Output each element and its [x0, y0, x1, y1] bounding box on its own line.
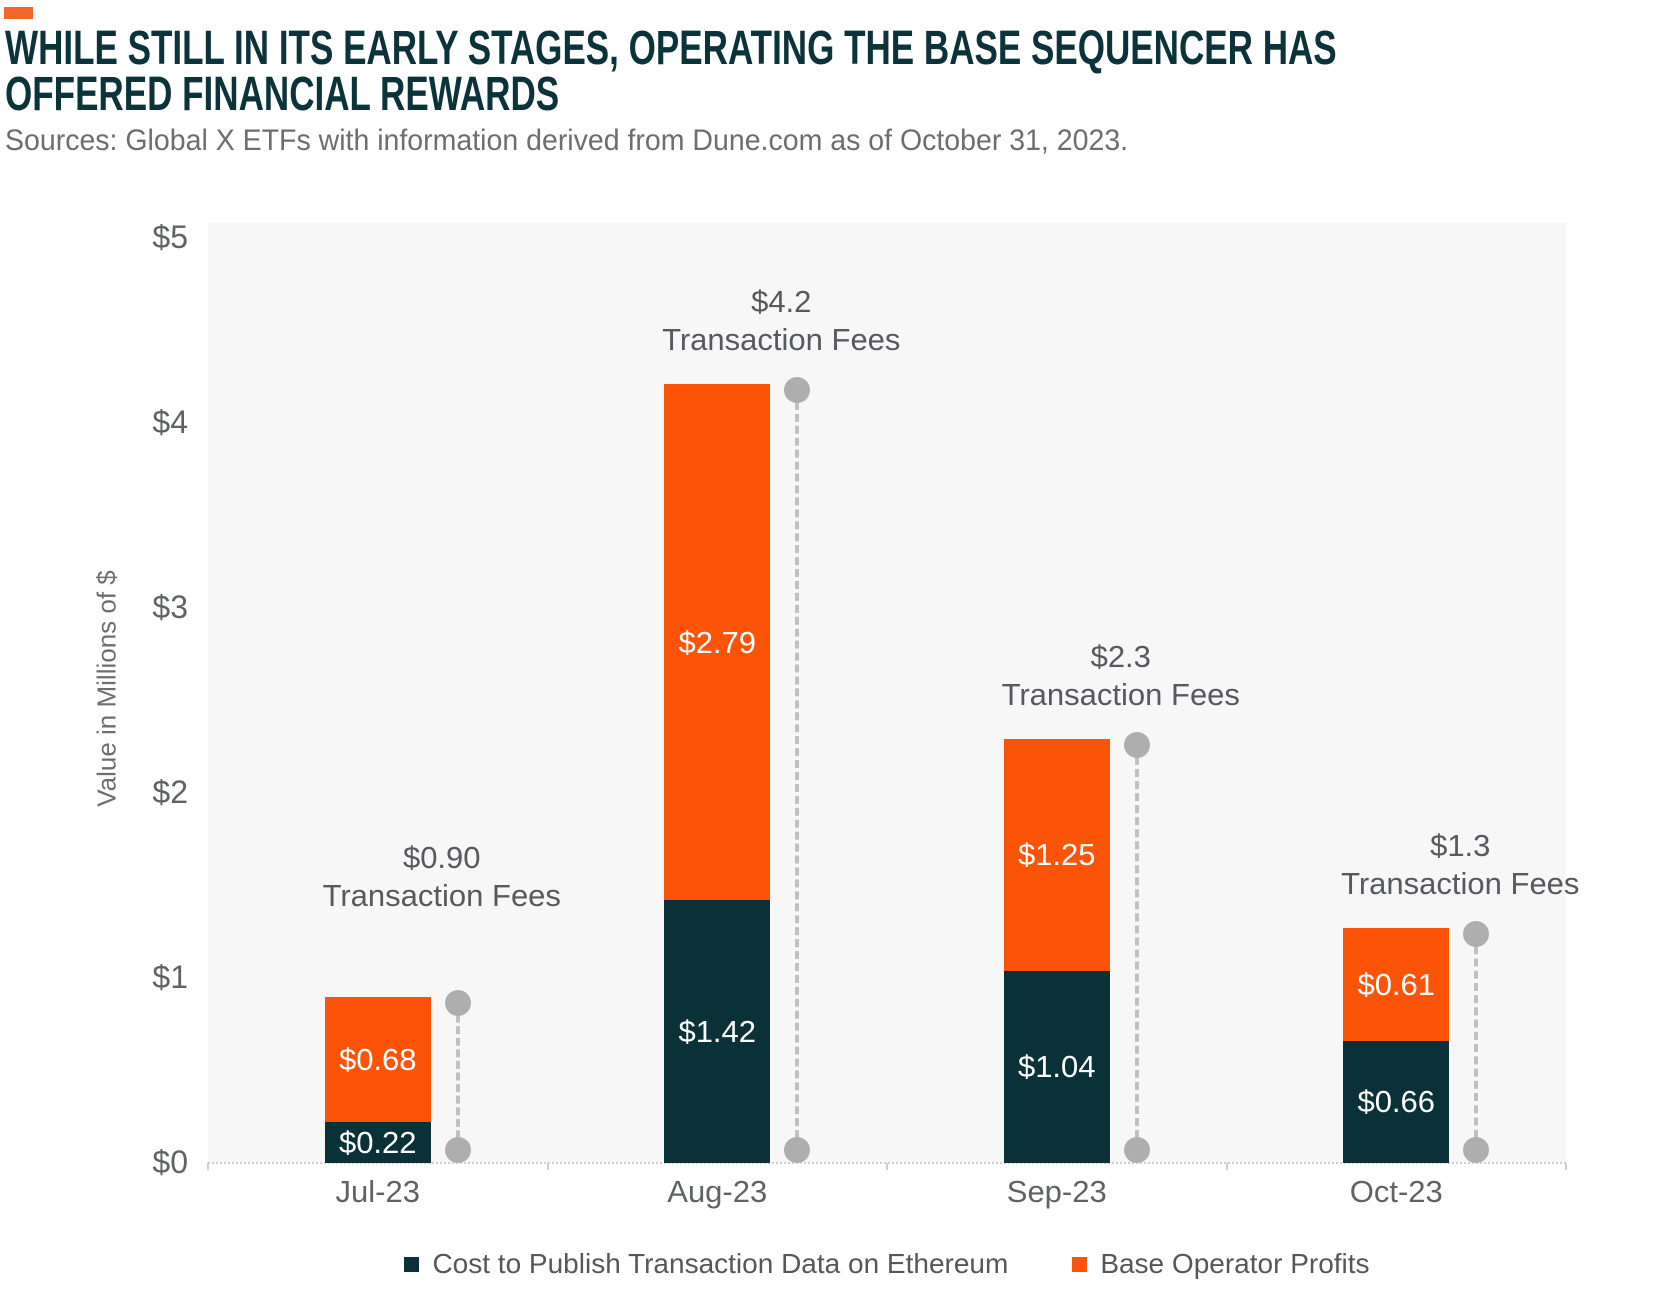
- bar-segment-cost: $1.42: [664, 900, 771, 1163]
- bar-value-label-cost: $0.66: [1357, 1084, 1436, 1120]
- header-accent-block: [4, 7, 33, 19]
- x-axis-tick: [207, 1163, 209, 1170]
- total-annotation: $2.3 Transaction Fees: [951, 638, 1291, 714]
- total-annotation-caption: Transaction Fees: [662, 322, 901, 358]
- chart-title-line-1: WHILE STILL IN ITS EARLY STAGES, OPERATI…: [5, 22, 1337, 75]
- total-annotation-value: $2.3: [1090, 639, 1151, 675]
- bar-segment-cost: $0.66: [1343, 1040, 1450, 1163]
- legend-swatch-profits-icon: [1072, 1256, 1088, 1272]
- total-annotation-caption: Transaction Fees: [1341, 866, 1580, 902]
- bar-value-label-cost: $1.42: [678, 1014, 757, 1050]
- total-annotation: $4.2 Transaction Fees: [611, 283, 951, 359]
- chart-title: WHILE STILL IN ITS EARLY STAGES, OPERATI…: [5, 22, 1337, 121]
- source-note: Sources: Global X ETFs with information …: [5, 124, 1129, 157]
- bar-value-label-profit: $0.68: [338, 1041, 417, 1077]
- bar-segment-profit: $0.68: [324, 996, 431, 1123]
- total-marker-dot-bottom: [1123, 1137, 1150, 1163]
- plot-area: [208, 223, 1566, 1163]
- legend-item-cost: Cost to Publish Transaction Data on Ethe…: [404, 1248, 1008, 1280]
- total-annotation-value: $1.3: [1430, 828, 1491, 864]
- total-annotation: $0.90 Transaction Fees: [272, 839, 612, 915]
- bar-value-label-cost: $1.04: [1017, 1049, 1096, 1085]
- bar-value-label-profit: $0.61: [1357, 966, 1436, 1002]
- x-axis-tick: [886, 1163, 888, 1170]
- chart-title-line-2: OFFERED FINANCIAL REWARDS: [5, 68, 560, 121]
- x-axis-label: Sep-23: [1006, 1174, 1107, 1209]
- bar-segment-profit: $1.25: [1003, 739, 1110, 971]
- x-axis-label: Oct-23: [1349, 1174, 1443, 1209]
- bar-segment-profit: $2.79: [664, 384, 771, 901]
- y-tick-label: $4: [152, 404, 188, 440]
- bar-segment-cost: $0.22: [324, 1122, 431, 1163]
- total-marker-dot-top: [1463, 921, 1490, 948]
- total-marker-line: [455, 1002, 460, 1150]
- y-tick-label: $2: [152, 774, 188, 810]
- total-marker-dot-bottom: [784, 1137, 811, 1163]
- total-marker-dot-bottom: [444, 1137, 471, 1163]
- bar-value-label-profit: $1.25: [1017, 837, 1096, 873]
- total-marker-dot-top: [784, 377, 811, 404]
- legend-swatch-cost-icon: [404, 1256, 420, 1272]
- total-annotation-caption: Transaction Fees: [1001, 677, 1240, 713]
- total-marker-line: [795, 390, 800, 1150]
- total-annotation-value: $4.2: [751, 284, 812, 320]
- y-tick-label: $0: [152, 1144, 188, 1180]
- total-marker-dot-bottom: [1463, 1137, 1490, 1163]
- bar-value-label-cost: $0.22: [338, 1125, 417, 1161]
- y-tick-label: $1: [152, 959, 188, 995]
- total-marker-dot-top: [444, 989, 471, 1016]
- x-axis-tick: [1565, 1163, 1567, 1170]
- y-tick-label: $5: [152, 219, 188, 255]
- total-annotation-value: $0.90: [402, 839, 481, 875]
- x-axis-label: Jul-23: [335, 1174, 420, 1209]
- legend: Cost to Publish Transaction Data on Ethe…: [208, 1246, 1566, 1282]
- bar-segment-cost: $1.04: [1003, 970, 1110, 1163]
- total-marker-line: [1134, 745, 1139, 1150]
- y-tick-label: $3: [152, 589, 188, 625]
- legend-label-profits: Base Operator Profits: [1100, 1248, 1370, 1279]
- x-axis-tick: [546, 1163, 549, 1170]
- total-marker-dot-top: [1123, 732, 1150, 759]
- bar-segment-profit: $0.61: [1343, 928, 1450, 1041]
- total-marker-line: [1474, 934, 1479, 1150]
- legend-item-profits: Base Operator Profits: [1072, 1248, 1370, 1280]
- x-axis-label: Aug-23: [667, 1174, 768, 1209]
- legend-label-cost: Cost to Publish Transaction Data on Ethe…: [432, 1248, 1009, 1279]
- x-axis-tick: [1225, 1163, 1228, 1170]
- total-annotation-caption: Transaction Fees: [322, 877, 561, 913]
- bar-value-label-profit: $2.79: [678, 624, 757, 660]
- total-annotation: $1.3 Transaction Fees: [1290, 827, 1630, 903]
